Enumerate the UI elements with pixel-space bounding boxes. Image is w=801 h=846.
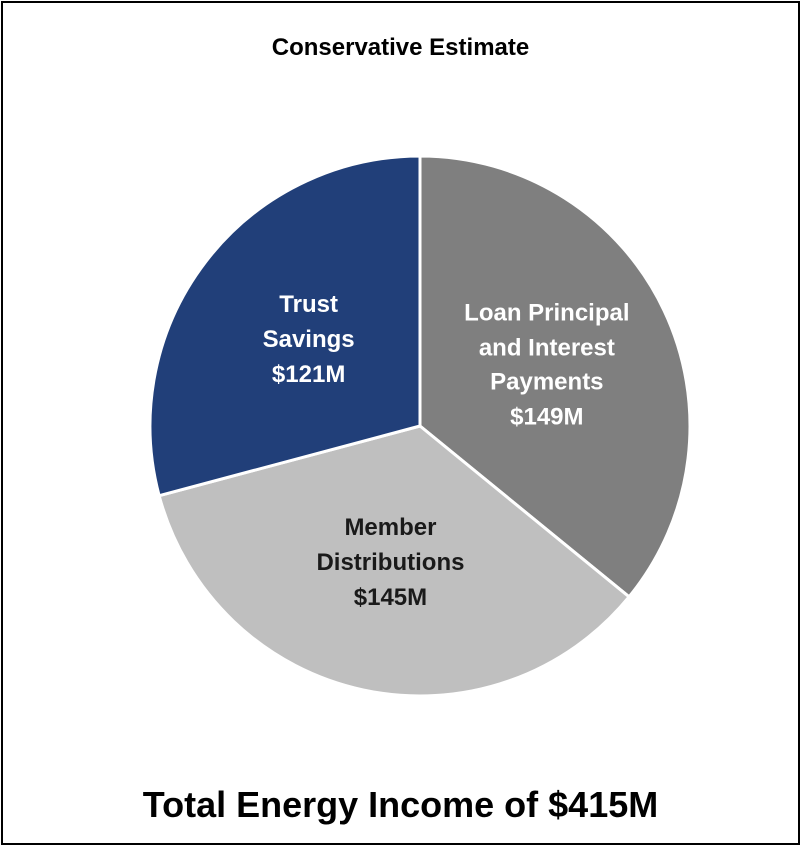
value-label: $149M bbox=[510, 403, 584, 431]
pie-slice bbox=[148, 154, 422, 498]
chart-title: Conservative Estimate bbox=[271, 34, 530, 61]
value-label: $121M bbox=[271, 360, 346, 388]
category-label: Trust Savings bbox=[262, 291, 355, 354]
slice-label: Member Distributions $145M bbox=[275, 511, 505, 615]
pie-slice bbox=[418, 154, 692, 599]
value-label: $145M bbox=[353, 583, 428, 611]
pie-slice bbox=[157, 424, 631, 698]
slice-label: Loan Principal and Interest Payments $149… bbox=[452, 296, 642, 435]
category-label: Loan Principal and Interest Payments bbox=[464, 299, 630, 396]
category-label: Member Distributions bbox=[316, 514, 465, 576]
total-annotation: Total Energy Income of $415M bbox=[142, 784, 659, 825]
slice-label: Trust Savings $121M bbox=[249, 288, 369, 392]
